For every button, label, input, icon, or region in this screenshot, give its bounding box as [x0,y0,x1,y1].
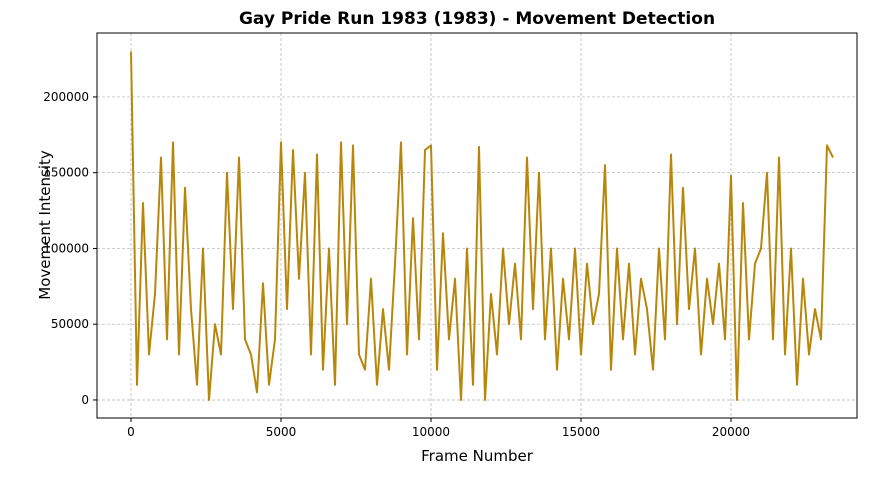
x-tick-label: 5000 [266,425,297,439]
x-tick-label: 0 [127,425,135,439]
chart-title: Gay Pride Run 1983 (1983) - Movement Det… [239,9,715,29]
x-axis-label: Frame Number [421,447,534,465]
y-tick-label: 150000 [43,166,89,180]
y-axis-label: Movement Intensity [36,150,54,300]
y-tick-label: 100000 [43,241,89,255]
y-tick-label: 200000 [43,90,89,104]
x-tick-label: 20000 [712,425,750,439]
y-tick-label: 50000 [51,317,89,331]
x-tick-label: 10000 [412,425,450,439]
plot-frame [96,32,858,419]
y-tick-label: 0 [81,393,89,407]
x-tick-label: 15000 [562,425,600,439]
data-line [130,51,834,401]
